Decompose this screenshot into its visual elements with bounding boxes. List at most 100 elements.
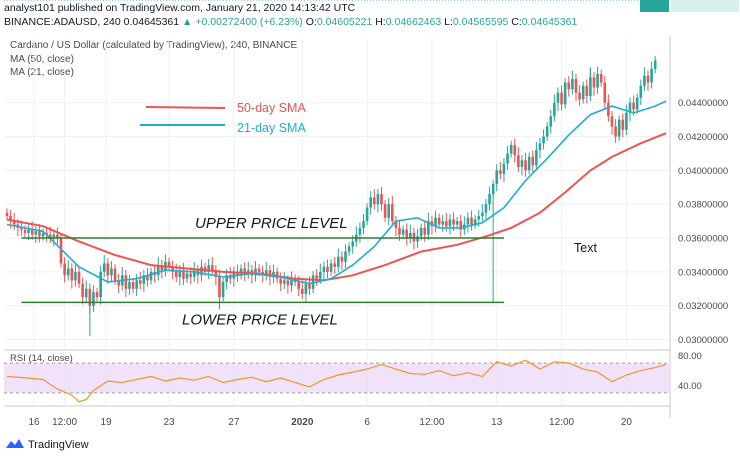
- candle-body: [347, 246, 351, 252]
- candle-body: [517, 155, 520, 168]
- candle-body: [272, 271, 275, 277]
- price-change: +0.00272400 (+6.23%): [195, 16, 303, 28]
- candle-body: [225, 275, 228, 283]
- candle-body: [423, 227, 427, 235]
- lower-level-label: LOWER PRICE LEVEL: [182, 311, 338, 328]
- candle-body: [322, 266, 326, 272]
- candle-body: [351, 241, 355, 247]
- candle-body: [207, 265, 210, 272]
- candle-body: [12, 221, 16, 225]
- watermark-text: TradingView: [28, 438, 89, 451]
- y-tick-label: 0.03600000: [678, 234, 728, 245]
- candle-body: [646, 75, 650, 83]
- candle-body: [383, 204, 387, 218]
- candle-body: [567, 82, 571, 90]
- candle-body: [473, 219, 477, 225]
- candle-body: [653, 60, 657, 69]
- candle-body: [95, 292, 99, 298]
- up-arrow-icon: ▲: [182, 16, 193, 28]
- candle-body: [581, 85, 585, 100]
- countdown-label: 01:46:20: [682, 0, 719, 3]
- candle-body: [563, 82, 567, 105]
- candle-body: [171, 266, 174, 272]
- y-tick-label: 0.03800000: [678, 200, 728, 211]
- candle-body: [470, 217, 473, 225]
- candle-body: [628, 102, 632, 113]
- candle-body: [192, 270, 196, 277]
- rsi-tick-label: 40.00: [678, 381, 702, 392]
- candle-body: [59, 238, 63, 264]
- y-tick-label: 0.04000000: [678, 166, 728, 177]
- candle-body: [560, 92, 563, 105]
- candle-body: [394, 221, 398, 228]
- candle-body: [178, 270, 182, 277]
- rsi-tick-label: 80.00: [678, 351, 702, 362]
- candle-body: [419, 227, 423, 237]
- candle-body: [643, 75, 646, 86]
- x-tick-label: 12:00: [419, 417, 444, 428]
- candle-body: [488, 194, 491, 205]
- publish-line: analyst101 published on TradingView.com,…: [4, 2, 356, 14]
- ohlc-line: BINANCE:ADAUSD, 240 0.04645361 ▲ +0.0027…: [4, 16, 577, 28]
- candle-body: [416, 236, 419, 242]
- sma50-legend-text: 50-day SMA: [237, 101, 306, 115]
- candle-body: [70, 268, 74, 281]
- candle-body: [167, 261, 171, 267]
- candle-body: [340, 256, 344, 262]
- candle-body: [391, 204, 394, 222]
- candle-body: [635, 97, 639, 110]
- candle-body: [221, 282, 225, 298]
- candle-body: [315, 275, 318, 279]
- candle-body: [99, 271, 102, 298]
- candle-body: [542, 136, 545, 144]
- sma21-line: [6, 100, 667, 285]
- candle-body: [5, 212, 9, 217]
- candle-body: [131, 282, 135, 289]
- candle-body: [571, 79, 574, 90]
- candle-body: [92, 292, 95, 306]
- candle-body: [34, 231, 38, 235]
- candle-body: [135, 280, 138, 289]
- candle-body: [218, 276, 221, 298]
- x-tick-label: 27: [228, 417, 240, 428]
- candle-body: [182, 270, 185, 279]
- text-annotation: Text: [574, 241, 597, 255]
- candle-body: [138, 280, 142, 284]
- candle-body: [614, 126, 617, 137]
- rsi-line: [6, 359, 667, 403]
- candle-body: [553, 102, 556, 117]
- candle-body: [185, 273, 189, 279]
- candle-body: [88, 288, 92, 306]
- candle-body: [282, 280, 286, 284]
- candle-body: [387, 204, 391, 218]
- candle-body: [30, 229, 34, 235]
- candle-body: [63, 263, 66, 276]
- x-tick-label: 19: [100, 417, 112, 428]
- candle-body: [160, 265, 164, 271]
- candle-body: [300, 288, 304, 294]
- low-value: 0.04565595: [452, 16, 509, 28]
- close-label: C:: [511, 16, 522, 28]
- ma21-label: MA (21, close): [10, 67, 74, 78]
- candle-body: [445, 221, 448, 227]
- candle-body: [23, 229, 27, 233]
- rsi-label: RSI (14, close): [10, 353, 73, 364]
- candle-body: [599, 73, 603, 83]
- candle-body: [290, 278, 293, 286]
- candle-body: [434, 217, 437, 227]
- tradingview-watermark[interactable]: TradingView: [6, 437, 89, 452]
- candle-body: [455, 221, 459, 225]
- candle-body: [585, 85, 589, 96]
- candle-body: [102, 263, 106, 272]
- candle-body: [254, 268, 257, 276]
- candle-body: [527, 156, 531, 171]
- x-tick-label: 20: [621, 417, 633, 428]
- candle-body: [639, 85, 643, 98]
- candle-body: [279, 278, 282, 284]
- candle-body: [409, 232, 412, 239]
- candle-body: [466, 217, 470, 225]
- candle-body: [365, 207, 369, 222]
- candle-body: [495, 170, 499, 184]
- candle-body: [174, 271, 178, 277]
